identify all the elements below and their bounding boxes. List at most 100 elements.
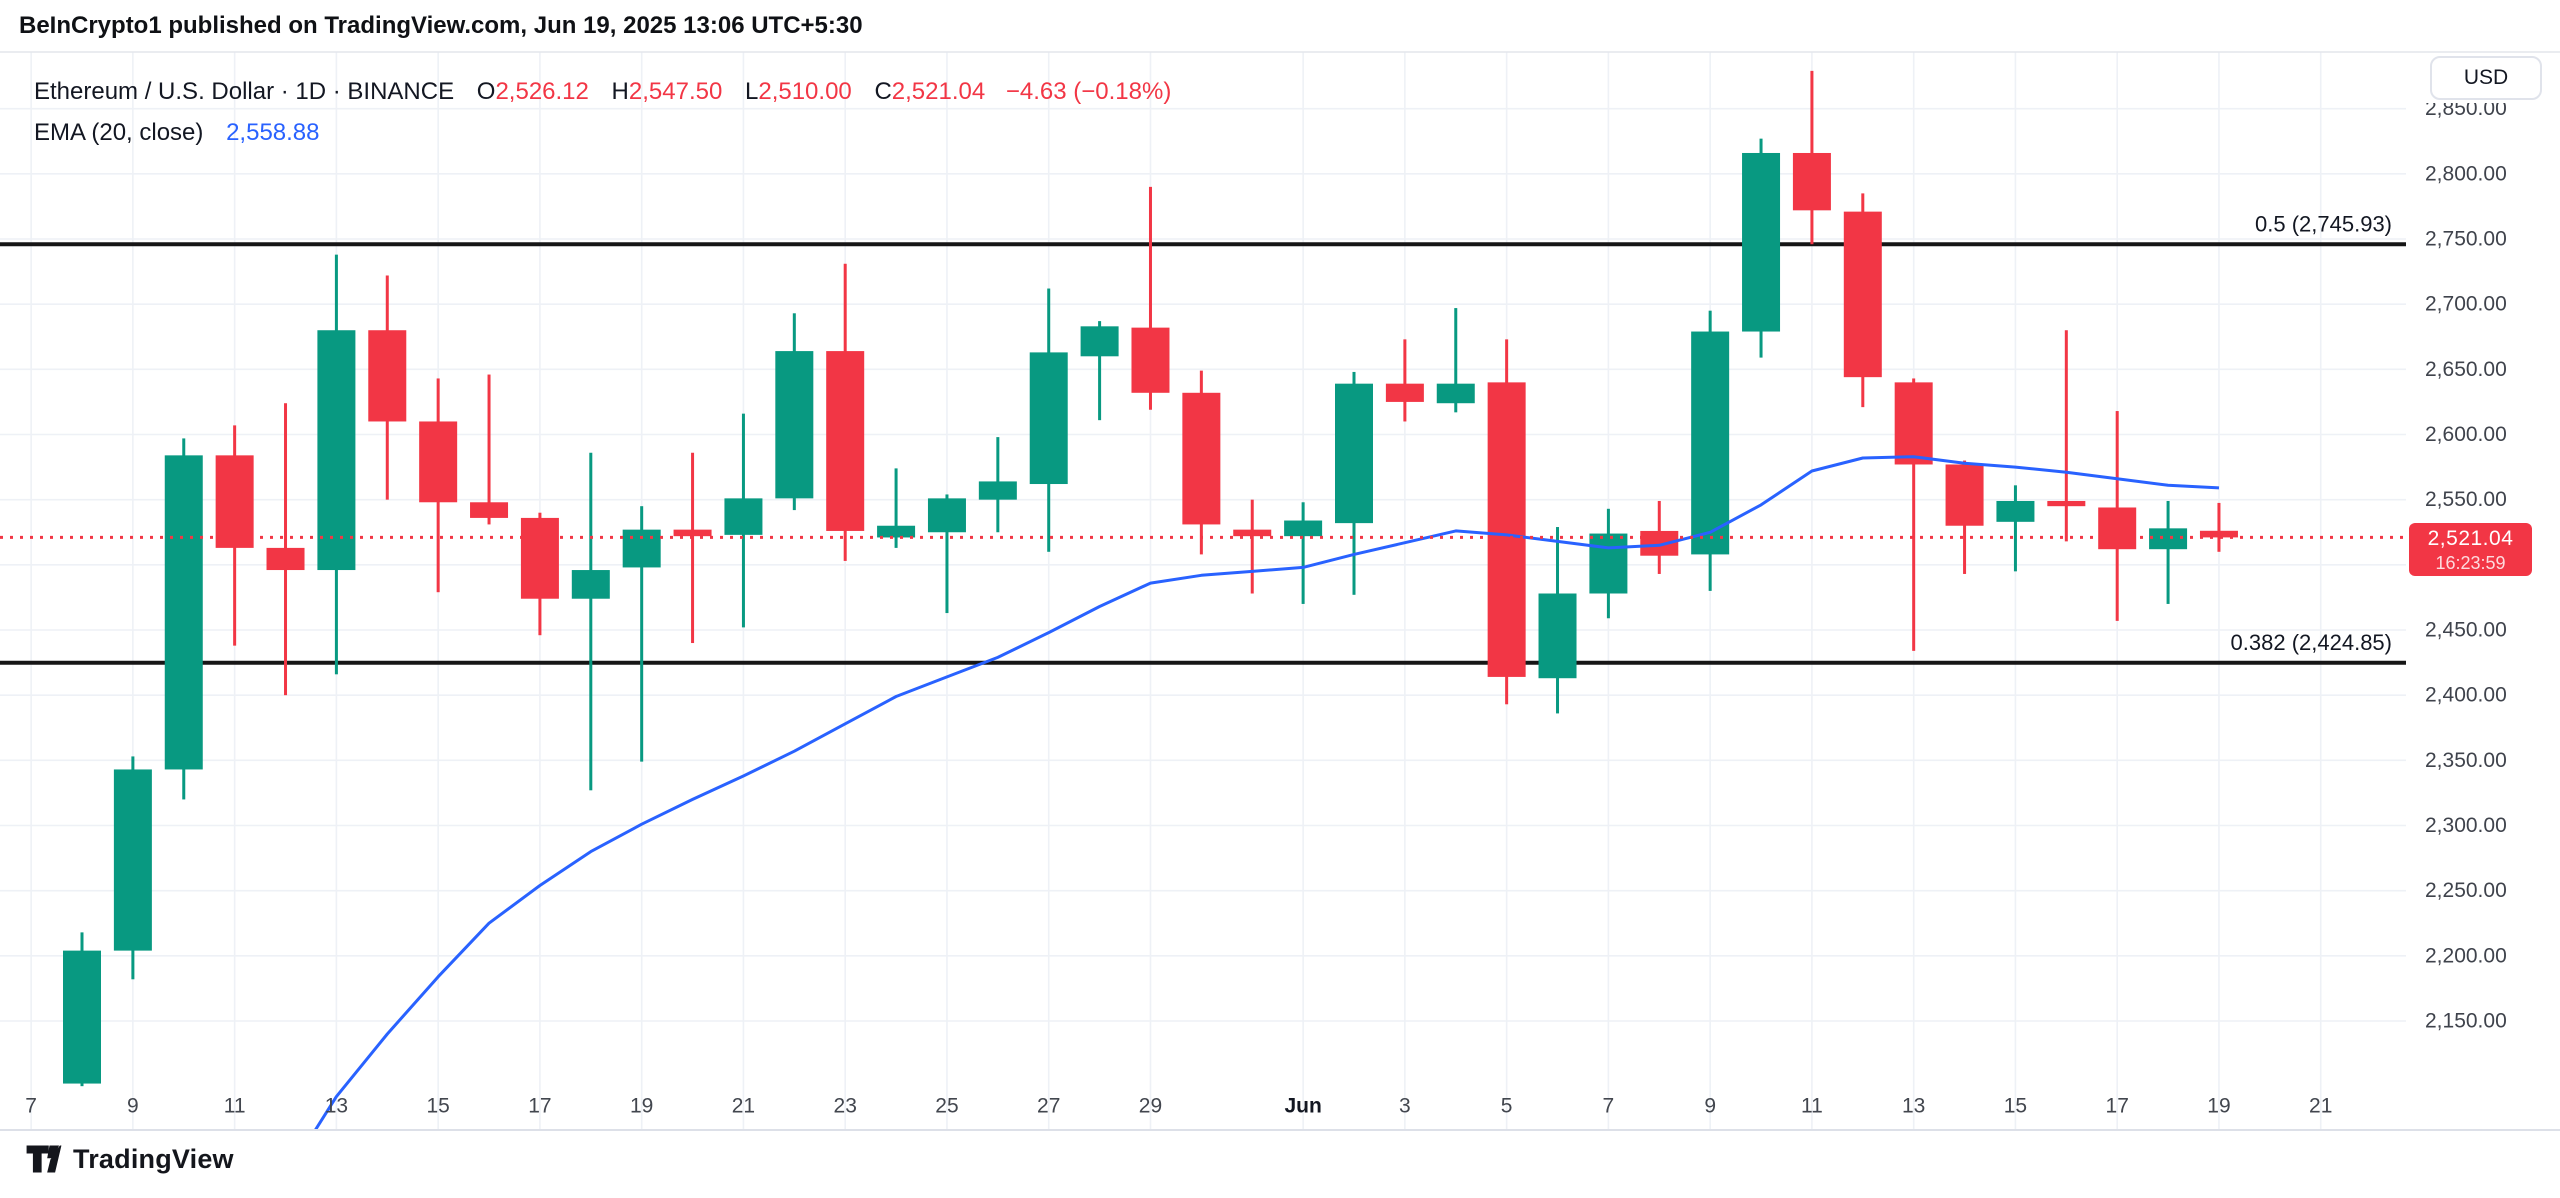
indicator-row: EMA (20, close) 2,558.88 (34, 119, 1171, 147)
candle-body (775, 351, 814, 499)
fib-level-label: 0.382 (2,424.85) (2231, 630, 2392, 655)
close-label: C (874, 78, 892, 105)
candle-body (724, 498, 763, 535)
change-value: −4.63 (−0.18%) (1005, 78, 1172, 105)
candle-body (622, 529, 661, 568)
candle-wick (589, 452, 593, 791)
svg-text:2,800.00: 2,800.00 (2425, 162, 2507, 185)
candle-wick (640, 506, 644, 762)
candle-body (1996, 500, 2035, 522)
symbol-title: Ethereum / U.S. Dollar · 1D · BINANCE (34, 78, 455, 105)
svg-text:2,200.00: 2,200.00 (2425, 944, 2507, 967)
price-axis-labels[interactable]: 2,800.00 2,750.00 2,700.00 2,650.00 2,600.00… (2425, 97, 2507, 1032)
close-value: 2,521.04 (891, 78, 986, 105)
candle-body (2047, 500, 2086, 507)
candle-wick (1403, 339, 1407, 422)
svg-text:2,450.00: 2,450.00 (2425, 619, 2507, 642)
svg-text:19: 19 (630, 1095, 653, 1118)
last-price-badge: 2,521.04 16:23:59 (2409, 523, 2532, 576)
svg-text:2,550.00: 2,550.00 (2425, 488, 2507, 511)
svg-text:9: 9 (127, 1095, 139, 1118)
time-axis-labels[interactable]: 7 9 11 13 15 17 19 21 23 25 27 29 Jun 3 5 7 9 11 13 15 17 19 2… (25, 1095, 2332, 1118)
candle-body (877, 525, 916, 538)
candle-wick (2013, 485, 2017, 572)
candle-wick (1454, 308, 1458, 413)
currency-usd-label: USD (2463, 66, 2509, 89)
candle-body (1080, 326, 1119, 357)
candle-wick (1912, 378, 1916, 651)
candles-layer (63, 70, 2238, 1087)
svg-text:2,300.00: 2,300.00 (2425, 814, 2507, 837)
candle-wick (2217, 502, 2221, 552)
candle-wick (1250, 499, 1254, 594)
svg-text:2,350.00: 2,350.00 (2425, 749, 2507, 772)
svg-text:17: 17 (2106, 1095, 2129, 1118)
bar-countdown: 16:23:59 (2435, 552, 2506, 573)
tradingview-attribution[interactable]: TradingView (25, 1142, 234, 1176)
svg-text:19: 19 (2207, 1095, 2230, 1118)
tradingview-logo-icon (26, 1145, 62, 1173)
svg-text:7: 7 (25, 1095, 37, 1118)
candle-body (1538, 593, 1577, 679)
candle-wick (487, 374, 491, 525)
svg-text:2,600.00: 2,600.00 (2425, 423, 2507, 446)
ema-indicator-label: EMA (20, close) (34, 119, 204, 146)
candle-body (1335, 383, 1373, 524)
svg-text:2,250.00: 2,250.00 (2425, 879, 2507, 902)
low-value: 2,510.00 (758, 78, 852, 105)
svg-text:3: 3 (1399, 1095, 1411, 1118)
fib-retracement-lines[interactable]: 0.5 (2,745.93) 0.382 (2,424.85) (0, 211, 2406, 665)
svg-text:13: 13 (325, 1095, 348, 1118)
svg-text:2,850.00: 2,850.00 (2425, 97, 2507, 120)
svg-text:15: 15 (2004, 1095, 2027, 1118)
candle-body (368, 330, 407, 422)
svg-text:2,750.00: 2,750.00 (2425, 228, 2507, 251)
chart-legend: Ethereum / U.S. Dollar · 1D · BINANCE O2… (34, 78, 1171, 147)
svg-text:2,650.00: 2,650.00 (2425, 358, 2507, 381)
svg-text:25: 25 (935, 1095, 958, 1118)
candle-body (1182, 392, 1221, 525)
fib-level-label: 0.5 (2,745.93) (2255, 211, 2392, 236)
candle-body (571, 570, 610, 599)
candle-body (113, 769, 152, 951)
candle-body (1436, 383, 1475, 404)
candle-body (1792, 152, 1831, 211)
svg-text:7: 7 (1603, 1095, 1615, 1118)
candle-body (1894, 382, 1933, 465)
candle-body (1284, 520, 1323, 537)
high-value: 2,547.50 (628, 78, 723, 105)
candle-body (266, 547, 305, 571)
candle-body (520, 517, 559, 599)
tradingview-wordmark: TradingView (73, 1143, 234, 1174)
candle-body (1385, 383, 1424, 402)
candle-body (419, 421, 458, 503)
svg-text:23: 23 (834, 1095, 857, 1118)
candle-wick (1148, 186, 1152, 410)
ema-indicator-value: 2,558.88 (226, 119, 320, 146)
svg-text:17: 17 (528, 1095, 551, 1118)
candle-body (673, 529, 712, 537)
candle-body (2149, 528, 2188, 550)
candle-body (317, 330, 356, 571)
svg-text:5: 5 (1501, 1095, 1513, 1118)
svg-text:15: 15 (426, 1095, 449, 1118)
candle-wick (2064, 330, 2068, 542)
currency-usd-button[interactable]: USD (2430, 56, 2542, 100)
candle-wick (1301, 502, 1305, 604)
candle-body (2199, 530, 2238, 538)
ema-line[interactable] (286, 455, 2220, 1178)
candle-body (164, 455, 203, 770)
svg-text:13: 13 (1902, 1095, 1925, 1118)
grid-layer (0, 52, 2406, 1130)
candle-body (1742, 152, 1781, 332)
svg-text:2,700.00: 2,700.00 (2425, 293, 2507, 316)
svg-text:9: 9 (1704, 1095, 1716, 1118)
svg-text:Jun: Jun (1284, 1095, 1321, 1118)
svg-text:27: 27 (1037, 1095, 1060, 1118)
high-label: H (611, 78, 629, 105)
candle-body (215, 455, 254, 548)
candle-body (2098, 507, 2137, 550)
candle-body (1843, 211, 1882, 378)
